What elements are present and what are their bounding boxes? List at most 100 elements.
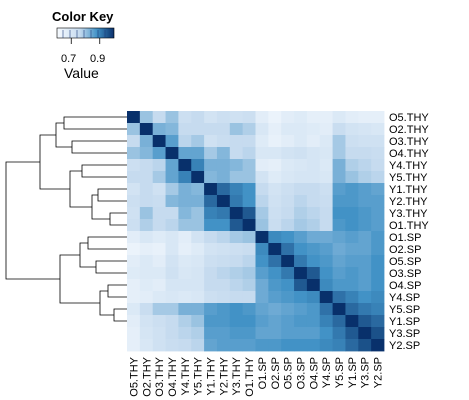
heatmap-cell	[204, 183, 218, 196]
heatmap-cell	[332, 183, 346, 196]
heatmap-cell	[306, 339, 321, 352]
row-label: Y5.THY	[389, 172, 428, 184]
heatmap-cell	[294, 315, 308, 328]
column-labels: O5.THY O2.THY O3.THY O4.THY Y4.THY Y5.THY Y1.T…	[128, 356, 384, 396]
heatmap-cell	[294, 159, 308, 172]
dendrogram-branch	[5, 161, 60, 280]
heatmap-cell	[294, 279, 308, 292]
heatmap-cell	[216, 279, 231, 292]
heatmap-cell	[306, 291, 321, 304]
heatmap-cell	[165, 159, 179, 172]
heatmap-cell	[306, 315, 321, 328]
row-label: O4.THY	[389, 148, 429, 160]
heatmap-cell	[294, 327, 308, 340]
heatmap-cell	[281, 339, 295, 352]
heatmap-cell	[332, 207, 346, 220]
heatmap-cell	[268, 279, 282, 292]
heatmap-cell	[306, 255, 321, 268]
heatmap-cell	[358, 171, 372, 184]
heatmap-cell	[165, 339, 179, 352]
heatmap-cell	[319, 315, 333, 328]
heatmap-cell	[371, 243, 385, 256]
heatmap-cell	[204, 243, 218, 256]
heatmap-cell	[242, 159, 256, 172]
dendrogram-branch	[87, 236, 127, 250]
column-label: O1.SP	[257, 357, 269, 389]
heatmap-cell	[165, 267, 179, 280]
heatmap-cell	[216, 111, 231, 124]
heatmap-cell	[242, 255, 256, 268]
heatmap-cell	[345, 171, 359, 184]
heatmap-cell	[178, 243, 192, 256]
heatmap-cell	[255, 315, 269, 328]
dendrogram-branch	[97, 188, 127, 202]
heatmap-cell	[345, 135, 359, 148]
heatmap-cell	[152, 159, 166, 172]
heatmap-cell	[178, 123, 192, 136]
heatmap-cell	[371, 171, 385, 184]
heatmap-cell	[255, 327, 269, 340]
dendrogram-branch	[113, 308, 127, 322]
heatmap-cell	[332, 243, 346, 256]
heatmap-cell	[371, 291, 385, 304]
heatmap-cell	[216, 195, 231, 208]
heatmap-cell	[281, 327, 295, 340]
heatmap-cell	[255, 303, 269, 316]
heatmap-cell	[306, 123, 321, 136]
heatmap-cell	[281, 159, 295, 172]
row-label: O2.SP	[389, 244, 421, 256]
heatmap-cell	[216, 219, 231, 232]
heatmap-cell	[371, 183, 385, 196]
heatmap-cell	[191, 171, 205, 184]
heatmap-cell	[152, 231, 166, 244]
dendrogram-branch	[69, 170, 92, 208]
heatmap-cell	[268, 315, 282, 328]
heatmap-cell	[127, 291, 141, 304]
heatmap-cell	[191, 327, 205, 340]
row-label: Y1.SP	[389, 316, 420, 328]
heatmap-cell	[371, 339, 385, 352]
heatmap-cell	[139, 111, 154, 124]
heatmap-cell	[242, 195, 256, 208]
heatmap-cell	[178, 219, 192, 232]
heatmap-cell	[255, 171, 269, 184]
heatmap-cell	[268, 303, 282, 316]
heatmap-cell	[178, 159, 192, 172]
heatmap-cell	[229, 291, 244, 304]
dendrogram-branch	[109, 212, 127, 226]
row-label: O1.SP	[389, 232, 421, 244]
heatmap-cell	[319, 159, 333, 172]
heatmap-cell	[345, 339, 359, 352]
color-key-title: Color Key	[52, 9, 114, 24]
heatmap-cell	[127, 135, 141, 148]
heatmap-cell	[332, 123, 346, 136]
heatmap-cell	[229, 279, 244, 292]
heatmap-cell	[319, 255, 333, 268]
heatmap-cell	[242, 291, 256, 304]
color-key-tick-label-low: 0.7	[61, 53, 76, 65]
dendrogram-branch	[95, 260, 127, 274]
heatmap-cell	[139, 135, 154, 148]
heatmap-cell	[139, 327, 154, 340]
heatmap-cell	[204, 315, 218, 328]
heatmap-cell	[281, 195, 295, 208]
heatmap-cell	[242, 267, 256, 280]
heatmap-cell	[216, 339, 231, 352]
heatmap-cell	[371, 135, 385, 148]
heatmap-cell	[371, 327, 385, 340]
row-label: O5.THY	[389, 112, 429, 124]
heatmap-cell	[268, 147, 282, 160]
heatmap-cell	[332, 195, 346, 208]
heatmap-cell	[332, 315, 346, 328]
heatmap-cell	[319, 243, 333, 256]
heatmap-cell	[358, 279, 372, 292]
column-label: Y3.THY	[231, 356, 243, 395]
column-label: Y5.THY	[193, 356, 205, 395]
heatmap-cell	[306, 159, 321, 172]
dendrogram-branch	[71, 140, 127, 154]
heatmap-cell	[319, 171, 333, 184]
row-label: O5.SP	[389, 256, 421, 268]
heatmap-cell	[165, 243, 179, 256]
heatmap-cell	[204, 231, 218, 244]
heatmap-cell	[229, 171, 244, 184]
